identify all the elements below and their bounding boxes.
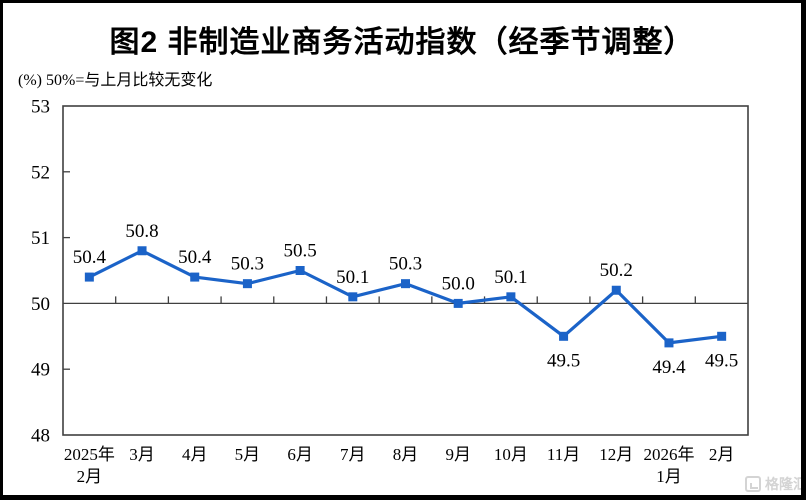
svg-text:9月: 9月 bbox=[445, 445, 471, 464]
svg-text:53: 53 bbox=[31, 97, 50, 118]
svg-text:50.3: 50.3 bbox=[231, 254, 264, 275]
svg-text:50.2: 50.2 bbox=[600, 260, 633, 281]
svg-text:1月: 1月 bbox=[656, 467, 682, 486]
svg-text:49.5: 49.5 bbox=[547, 350, 580, 371]
svg-text:2月: 2月 bbox=[77, 467, 103, 486]
svg-text:2月: 2月 bbox=[709, 445, 735, 464]
svg-text:50.4: 50.4 bbox=[73, 247, 107, 268]
svg-text:49: 49 bbox=[31, 360, 50, 381]
svg-text:52: 52 bbox=[31, 162, 50, 183]
svg-text:49.5: 49.5 bbox=[705, 350, 738, 371]
svg-text:50.1: 50.1 bbox=[494, 267, 527, 288]
svg-text:2026年: 2026年 bbox=[643, 445, 694, 464]
svg-text:10月: 10月 bbox=[494, 445, 528, 464]
svg-text:51: 51 bbox=[31, 228, 50, 249]
svg-text:12月: 12月 bbox=[599, 445, 633, 464]
svg-text:6月: 6月 bbox=[287, 445, 313, 464]
svg-text:50.5: 50.5 bbox=[283, 241, 316, 262]
chart-title: 图2 非制造业商务活动指数（经季节调整） bbox=[109, 26, 695, 59]
svg-text:2025年: 2025年 bbox=[64, 445, 115, 464]
svg-text:8月: 8月 bbox=[393, 445, 419, 464]
watermark-label: 格隆汇 bbox=[765, 476, 806, 492]
svg-text:50.3: 50.3 bbox=[389, 254, 422, 275]
svg-text:50.0: 50.0 bbox=[442, 273, 475, 294]
svg-text:7月: 7月 bbox=[340, 445, 366, 464]
svg-text:49.4: 49.4 bbox=[652, 357, 686, 378]
watermark: 格隆汇 bbox=[745, 471, 806, 495]
svg-text:50.4: 50.4 bbox=[178, 247, 212, 268]
svg-text:3月: 3月 bbox=[129, 445, 155, 464]
svg-text:50.1: 50.1 bbox=[336, 267, 369, 288]
svg-text:48: 48 bbox=[31, 426, 50, 447]
svg-text:5月: 5月 bbox=[235, 445, 261, 464]
svg-text:50: 50 bbox=[31, 294, 50, 315]
chart-subtitle: (%) 50%=与上月比较无变化 bbox=[18, 72, 213, 89]
svg-text:50.8: 50.8 bbox=[125, 221, 158, 242]
line-chart: 48 49 50 51 52 53 2025年 2月 3月 4月 5月 6月 7月 8月 9月 10月 11月 1… bbox=[31, 97, 749, 486]
svg-text:4月: 4月 bbox=[182, 445, 208, 464]
svg-text:11月: 11月 bbox=[547, 445, 580, 464]
gelonghui-logo-icon bbox=[745, 476, 761, 492]
